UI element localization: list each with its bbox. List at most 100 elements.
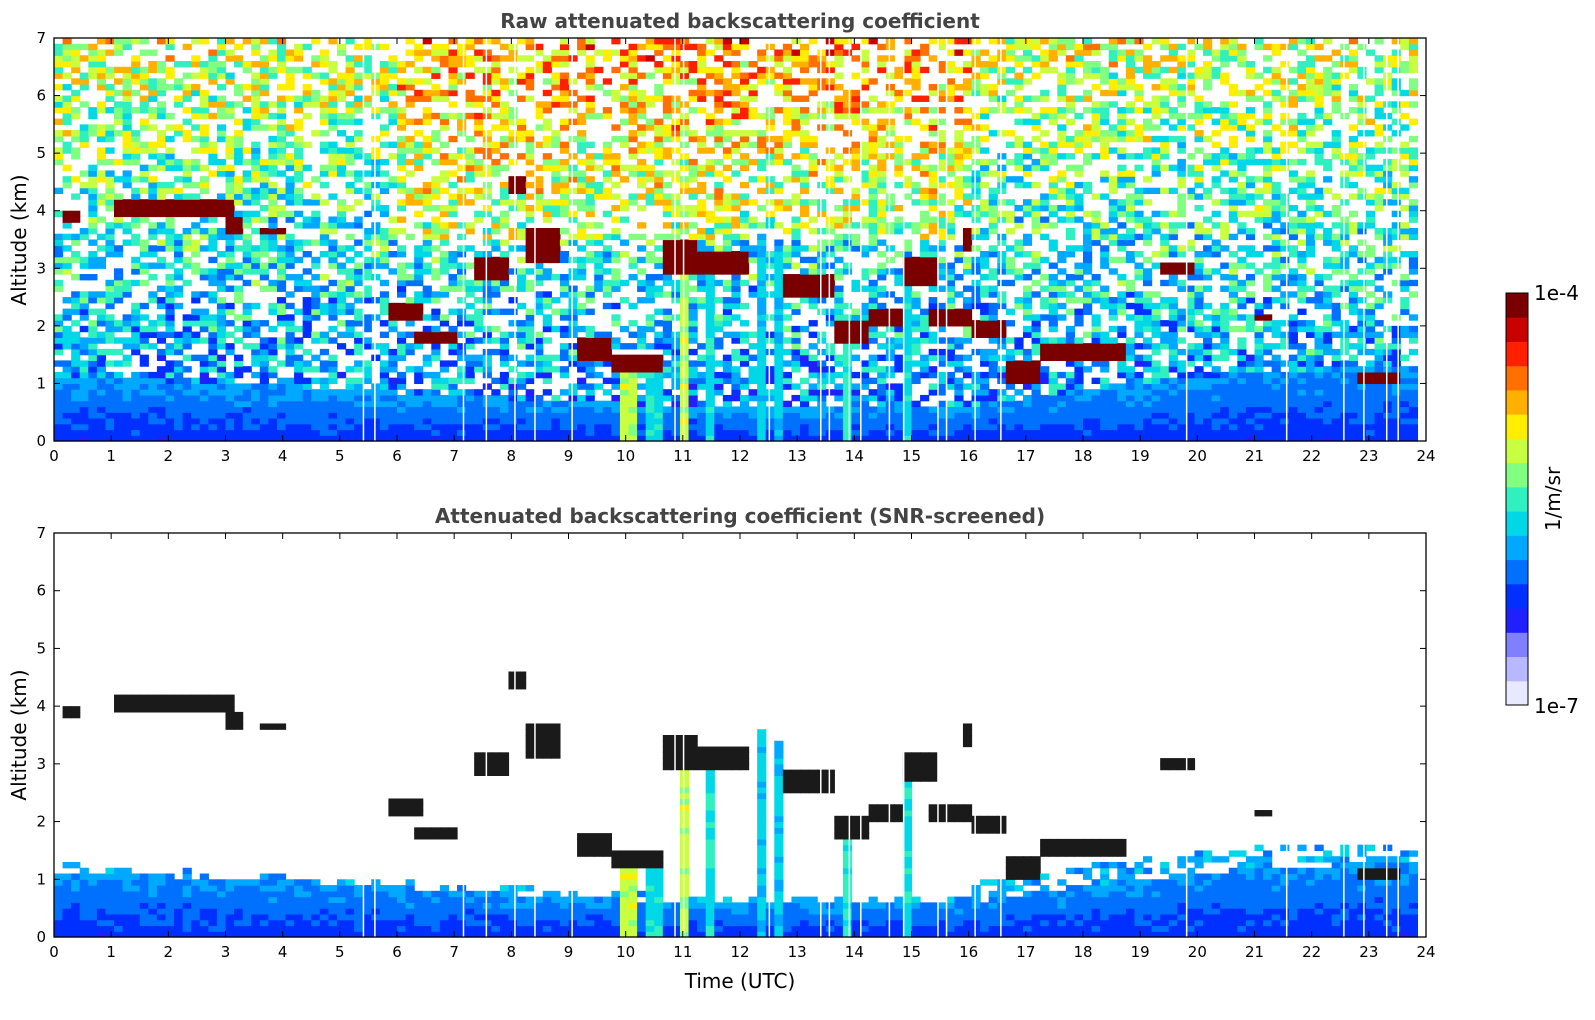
- heatmap-cell: [156, 78, 167, 85]
- heatmap-cell: [782, 176, 793, 183]
- heatmap-cell: [397, 337, 407, 344]
- heatmap-cell: [551, 95, 561, 102]
- heatmap-cell: [276, 406, 287, 413]
- heatmap-cell: [757, 279, 767, 287]
- heatmap-cell: [628, 366, 638, 373]
- heatmap-cell: [645, 435, 655, 442]
- heatmap-cell: [242, 147, 252, 154]
- heatmap-cell: [379, 245, 390, 252]
- heatmap-cell: [688, 429, 698, 436]
- heatmap-cell: [842, 130, 853, 137]
- heatmap-cell: [199, 383, 209, 390]
- heatmap-cell: [139, 49, 149, 56]
- heatmap-cell: [877, 302, 887, 310]
- heatmap-cell: [191, 251, 201, 258]
- heatmap-cell: [276, 297, 287, 304]
- heatmap-cell: [259, 400, 269, 408]
- heatmap-cell: [165, 429, 175, 436]
- heatmap-cell: [705, 89, 715, 97]
- heatmap-cell: [902, 417, 913, 425]
- heatmap-cell: [971, 423, 981, 431]
- heatmap-cell: [928, 320, 938, 327]
- heatmap-cell: [114, 245, 124, 252]
- heatmap-cell: [637, 107, 647, 114]
- heatmap-cell: [345, 279, 355, 287]
- heatmap-cell: [542, 337, 552, 344]
- heatmap-cell: [422, 66, 432, 74]
- heatmap-cell: [894, 383, 904, 390]
- heatmap-cell: [551, 412, 561, 419]
- heatmap-cell: [191, 239, 201, 246]
- heatmap-cell: [114, 43, 124, 51]
- heatmap-cell: [611, 302, 621, 310]
- heatmap-cell: [328, 101, 338, 108]
- heatmap-cell: [448, 251, 458, 258]
- heatmap-cell: [131, 406, 141, 413]
- heatmap-cell: [559, 124, 570, 131]
- heatmap-cell: [602, 423, 612, 431]
- heatmap-cell: [354, 101, 364, 108]
- heatmap-cell: [71, 239, 81, 246]
- heatmap-cell: [294, 274, 304, 281]
- heatmap-cell: [825, 49, 835, 56]
- heatmap-cell: [688, 135, 698, 143]
- heatmap-cell: [165, 302, 175, 310]
- heatmap-cell: [105, 285, 115, 292]
- heatmap-cell: [705, 360, 715, 367]
- heatmap-cell: [654, 49, 664, 56]
- heatmap-cell: [285, 181, 295, 189]
- heatmap-cell: [422, 193, 432, 200]
- heatmap-cell: [439, 227, 450, 235]
- heatmap-cell: [148, 181, 158, 189]
- heatmap-cell: [722, 130, 733, 137]
- heatmap-cell: [688, 389, 698, 396]
- heatmap-cell: [482, 233, 492, 241]
- heatmap-cell: [259, 377, 269, 385]
- heatmap-cell: [491, 337, 501, 344]
- heatmap-cell: [379, 72, 390, 79]
- heatmap-cell: [937, 412, 947, 419]
- heatmap-cell: [242, 412, 252, 419]
- heatmap-cell: [525, 331, 535, 338]
- heatmap-cell: [54, 337, 64, 344]
- heatmap-cell: [448, 360, 458, 367]
- heatmap-cell: [336, 199, 347, 206]
- heatmap-cell: [894, 389, 904, 396]
- heatmap-cell: [499, 84, 510, 91]
- heatmap-cell: [225, 412, 235, 419]
- heatmap-cell: [431, 72, 441, 79]
- heatmap-cell: [877, 216, 887, 223]
- heatmap-cell: [259, 274, 269, 281]
- heatmap-cell: [637, 130, 647, 137]
- heatmap-cell: [757, 78, 767, 85]
- heatmap-cell: [902, 222, 913, 229]
- heatmap-cell: [482, 210, 492, 218]
- heatmap-cell: [499, 412, 510, 419]
- heatmap-cell: [920, 435, 930, 442]
- heatmap-cell: [328, 314, 338, 321]
- heatmap-cell: [499, 153, 510, 160]
- heatmap-cell: [945, 423, 955, 431]
- heatmap-cell: [508, 406, 518, 413]
- heatmap-cell: [54, 158, 64, 166]
- heatmap-cell: [894, 181, 904, 189]
- heatmap-cell: [842, 262, 853, 269]
- heatmap-cell: [697, 245, 707, 252]
- heatmap-cell: [911, 274, 921, 281]
- heatmap-cell: [499, 429, 510, 436]
- heatmap-cell: [208, 61, 218, 68]
- heatmap-cell: [654, 406, 664, 413]
- heatmap-cell: [268, 153, 278, 160]
- heatmap-cell: [551, 49, 561, 56]
- heatmap-cell: [182, 233, 192, 241]
- heatmap-cell: [259, 84, 269, 91]
- heatmap-cell: [422, 394, 432, 402]
- heatmap-cell: [311, 239, 321, 246]
- heatmap-cell: [148, 371, 158, 379]
- heatmap-cell: [225, 383, 235, 390]
- heatmap-cell: [851, 423, 861, 431]
- heatmap-cell: [439, 331, 450, 338]
- heatmap-cell: [517, 256, 527, 264]
- heatmap-cell: [962, 400, 973, 408]
- heatmap-cell: [362, 245, 372, 252]
